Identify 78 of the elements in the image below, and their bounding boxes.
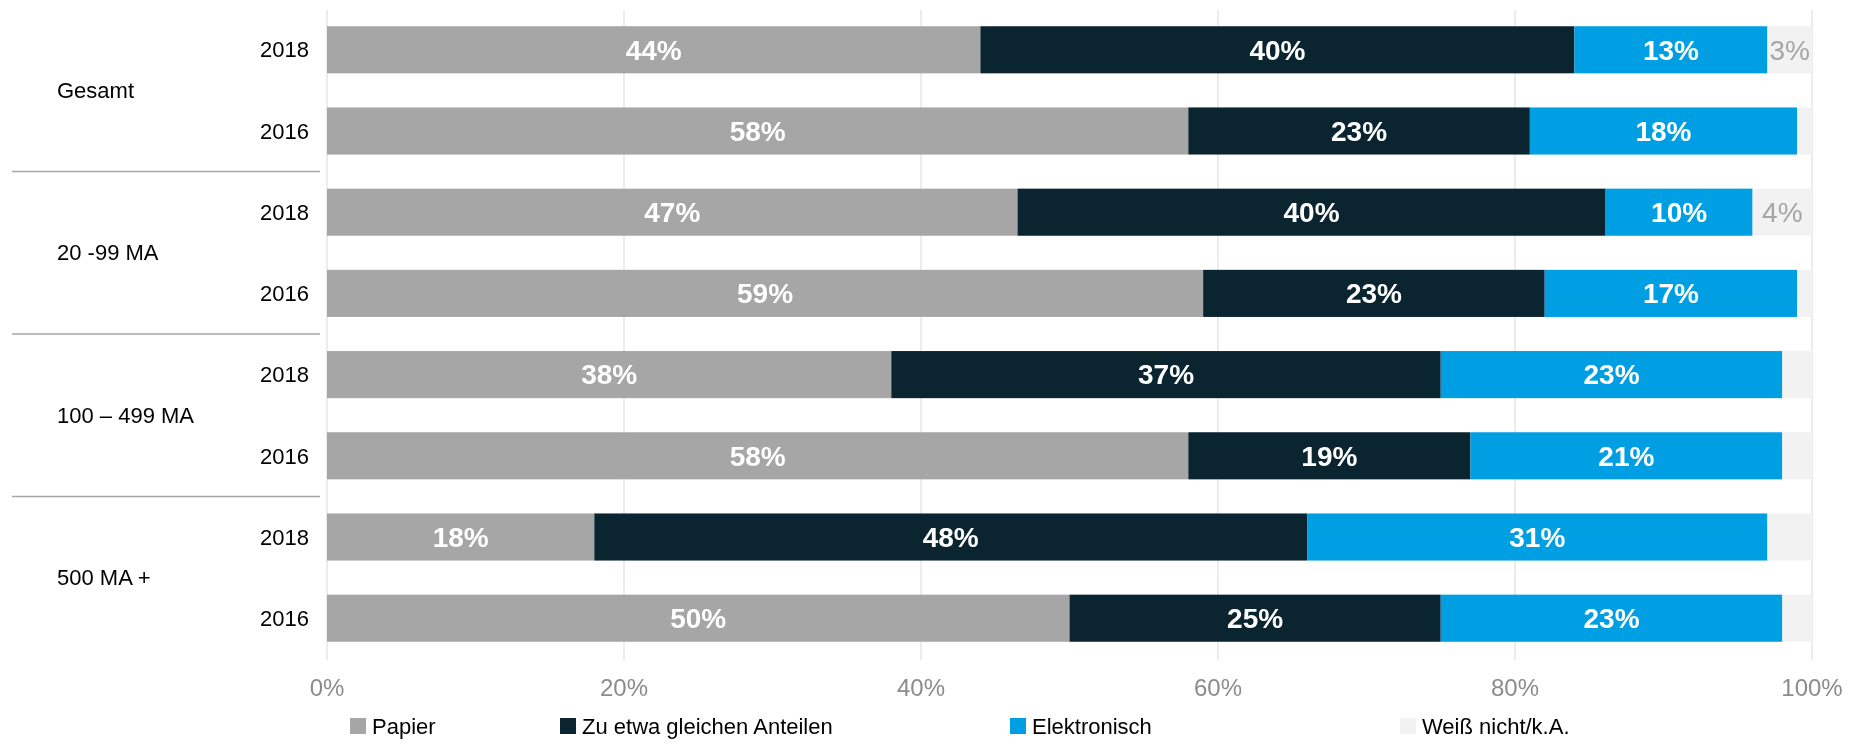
text: 20 -99 MA [57, 240, 159, 266]
data-label: 50% [670, 603, 727, 635]
data-label: 40% [1249, 34, 1306, 66]
x-tick-label: 40% [896, 674, 946, 702]
y-tick-label: 2016 [260, 443, 309, 469]
y-tick-label: 2018 [260, 37, 309, 63]
y-tick-label: 2016 [260, 118, 309, 144]
bar [327, 269, 1204, 317]
data-label: 4% [1762, 197, 1803, 228]
y-tick-label: 2016 [260, 605, 309, 631]
data-label: 18% [432, 521, 489, 553]
data-label: 23% [1345, 278, 1403, 310]
data-label: 13% [1642, 34, 1700, 66]
data-label: 23% [1583, 359, 1640, 391]
bar [327, 26, 981, 74]
legend-label: Elektronisch [1032, 713, 1152, 739]
bar [1544, 269, 1798, 317]
bar [327, 594, 1070, 642]
bar [980, 26, 1575, 74]
x-tick-label: 0% [309, 674, 345, 702]
data-label: 23% [1583, 603, 1640, 635]
bar [594, 513, 1308, 561]
bar [1605, 188, 1753, 236]
data-label: 37% [1138, 359, 1195, 391]
x-tick-label: 60% [1193, 674, 1243, 702]
data-label: 18% [1635, 115, 1692, 147]
y-tick-label: 2018 [260, 524, 309, 550]
bar [327, 107, 1189, 155]
data-label: 31% [1509, 521, 1566, 553]
data-label: 58% [729, 440, 786, 472]
data-label: 3% [1769, 34, 1810, 66]
data-label: 59% [737, 278, 794, 310]
legend-label: Weiß nicht/k.A. [1422, 713, 1570, 739]
bar [1767, 513, 1812, 561]
bar [1069, 594, 1441, 642]
y-tick-label: 2018 [260, 362, 309, 388]
text: 100 – 499 MA [57, 402, 195, 428]
bar [327, 351, 892, 399]
legend-label: Papier [372, 713, 436, 739]
data-label: 17% [1642, 278, 1700, 310]
data-label: 47% [644, 197, 701, 228]
bar [1797, 269, 1812, 317]
x-tick-label: 80% [1490, 674, 1540, 702]
data-label: 48% [922, 521, 979, 553]
bar [1782, 351, 1812, 399]
bar [1782, 432, 1812, 480]
y-tick-label: 2018 [260, 199, 309, 225]
legend-label: Zu etwa gleichen Anteilen [582, 713, 833, 739]
data-label: 10% [1651, 197, 1708, 228]
data-label: 25% [1227, 603, 1284, 635]
bar [891, 351, 1441, 399]
bar [1574, 26, 1768, 74]
bar [1782, 594, 1812, 642]
data-label: 19% [1301, 440, 1358, 472]
bar [327, 188, 1018, 236]
bar [1797, 107, 1812, 155]
bar [1017, 188, 1606, 236]
x-tick-label: 100% [1781, 674, 1843, 702]
bar [1188, 432, 1471, 480]
data-label: 44% [625, 34, 682, 66]
text: Gesamt [57, 78, 135, 104]
y-tick-label: 2016 [260, 281, 309, 307]
bar [1529, 107, 1798, 155]
bar [327, 513, 595, 561]
data-label: 23% [1331, 115, 1388, 147]
bar [1470, 432, 1783, 480]
bar [327, 432, 1189, 480]
x-tick-label: 20% [599, 674, 649, 702]
data-label: 40% [1283, 197, 1340, 228]
data-label: 21% [1598, 440, 1655, 472]
data-label: 38% [581, 359, 638, 391]
bar [1188, 107, 1530, 155]
bar [1440, 594, 1783, 642]
data-label: 58% [729, 115, 786, 147]
bar [1440, 351, 1783, 399]
bar [1307, 513, 1768, 561]
bar [1203, 269, 1545, 317]
text: 500 MA + [57, 565, 151, 591]
